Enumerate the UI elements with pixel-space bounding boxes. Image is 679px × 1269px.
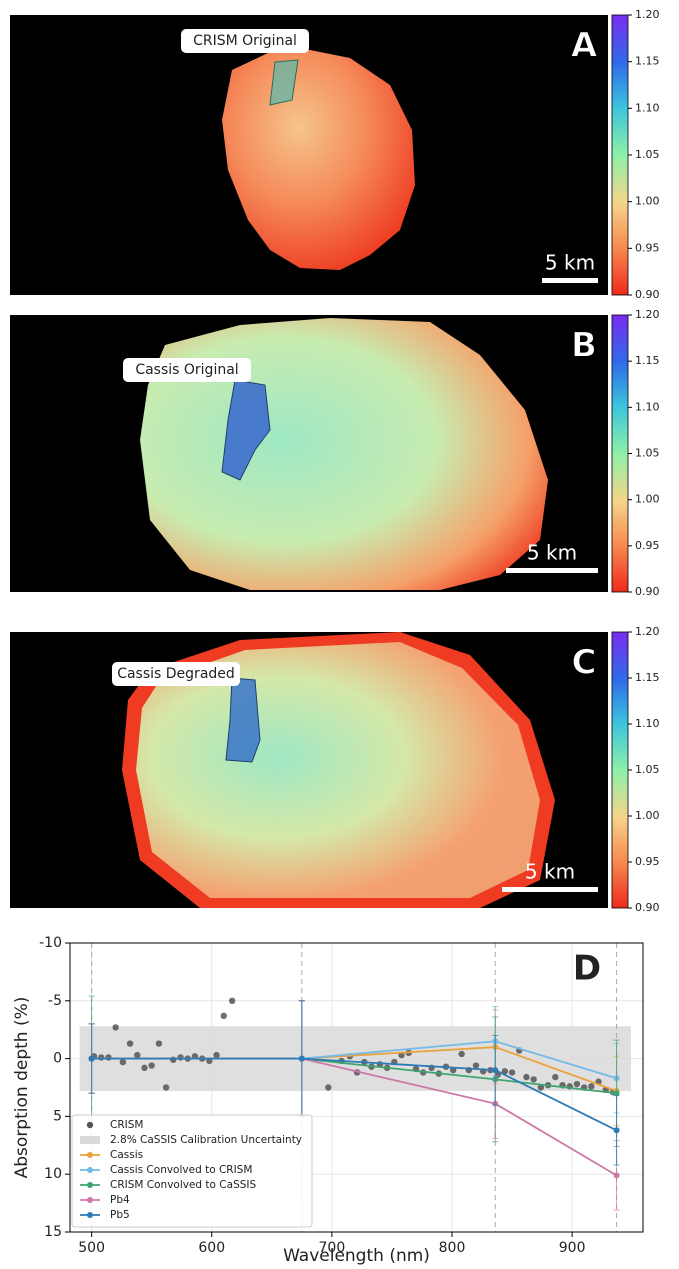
crism-point bbox=[325, 1084, 331, 1090]
colorbar-tick-label: 1.05 bbox=[635, 447, 660, 460]
legend-marker bbox=[87, 1182, 93, 1188]
scale-bar bbox=[542, 278, 598, 283]
crism-point bbox=[98, 1054, 104, 1060]
crism-point bbox=[163, 1084, 169, 1090]
crism-point bbox=[120, 1059, 126, 1065]
panel-letter: A bbox=[571, 26, 598, 66]
series-point bbox=[614, 1172, 620, 1178]
crism-point bbox=[213, 1052, 219, 1058]
crism-point bbox=[473, 1062, 479, 1068]
legend-label: CRISM bbox=[110, 1119, 143, 1131]
panel-letter: C bbox=[572, 643, 597, 683]
legend-label: Cassis bbox=[110, 1149, 143, 1161]
colorbar-tick-label: 1.10 bbox=[635, 101, 660, 114]
y-axis-label: Absorption depth (%) bbox=[12, 997, 32, 1179]
x-axis-label: Wavelength (nm) bbox=[283, 1246, 430, 1266]
panel-letter: B bbox=[571, 326, 597, 366]
colorbar-tick-label: 1.20 bbox=[635, 8, 660, 21]
colorbar-tick-label: 1.05 bbox=[635, 148, 660, 161]
crism-point bbox=[458, 1051, 464, 1057]
colorbar-tick-label: 1.15 bbox=[635, 671, 660, 684]
legend-label: CRISM Convolved to CaSSIS bbox=[110, 1179, 256, 1191]
crism-point bbox=[509, 1069, 515, 1075]
colorbar-tick-label: 1.00 bbox=[635, 493, 660, 506]
x-tick-label: 900 bbox=[559, 1240, 586, 1256]
legend-label: 2.8% CaSSIS Calibration Uncertainty bbox=[110, 1134, 302, 1146]
colorbar bbox=[612, 315, 628, 592]
crism-point bbox=[134, 1052, 140, 1058]
colorbar-tick-label: 1.00 bbox=[635, 809, 660, 822]
panel-label: CRISM Original bbox=[193, 33, 297, 49]
y-tick-label: 10 bbox=[44, 1166, 62, 1182]
crism-point bbox=[141, 1065, 147, 1071]
colorbar-tick-label: 0.90 bbox=[635, 288, 660, 301]
crism-point bbox=[552, 1074, 558, 1080]
legend-label: Cassis Convolved to CRISM bbox=[110, 1164, 252, 1176]
crism-point bbox=[229, 998, 235, 1004]
legend-marker bbox=[87, 1167, 93, 1173]
colorbar-tick-label: 0.95 bbox=[635, 539, 660, 552]
colorbar-tick-label: 1.00 bbox=[635, 195, 660, 208]
scale-bar-label: 5 km bbox=[545, 251, 595, 275]
colorbar-tick-label: 0.95 bbox=[635, 241, 660, 254]
colorbar-tick-label: 0.95 bbox=[635, 855, 660, 868]
crism-point bbox=[177, 1054, 183, 1060]
image-panels bbox=[10, 15, 608, 908]
crism-point bbox=[112, 1024, 118, 1030]
colorbar-tick-label: 1.10 bbox=[635, 717, 660, 730]
colorbar-tick-label: 0.90 bbox=[635, 901, 660, 914]
crism-point bbox=[127, 1040, 133, 1046]
colorbar-tick-label: 0.90 bbox=[635, 585, 660, 598]
y-tick-label: -10 bbox=[39, 935, 62, 951]
series-point bbox=[89, 1056, 95, 1062]
colorbar-tick-label: 1.10 bbox=[635, 400, 660, 413]
legend-marker bbox=[80, 1136, 100, 1144]
y-tick-label: 0 bbox=[53, 1051, 62, 1067]
crism-point bbox=[588, 1083, 594, 1089]
colorbar-tick-label: 1.15 bbox=[635, 55, 660, 68]
x-tick-label: 800 bbox=[439, 1240, 466, 1256]
legend-label: Pb5 bbox=[110, 1209, 130, 1221]
y-tick-label: -5 bbox=[48, 993, 62, 1009]
scale-bar-label: 5 km bbox=[527, 541, 577, 565]
scale-bar-label: 5 km bbox=[525, 860, 575, 884]
panel-label: Cassis Original bbox=[135, 362, 238, 378]
scale-bar bbox=[502, 887, 598, 892]
series-point bbox=[492, 1067, 498, 1073]
colorbar-tick-label: 1.20 bbox=[635, 308, 660, 321]
crism-point bbox=[105, 1054, 111, 1060]
panel-label: Cassis Degraded bbox=[117, 666, 235, 682]
colorbar bbox=[612, 15, 628, 295]
legend-marker bbox=[87, 1212, 93, 1218]
panel-letter: D bbox=[573, 949, 601, 989]
crism-point bbox=[148, 1062, 154, 1068]
colorbar-tick-label: 1.15 bbox=[635, 354, 660, 367]
legend-marker bbox=[87, 1197, 93, 1203]
y-tick-label: 5 bbox=[53, 1108, 62, 1124]
crism-point bbox=[170, 1057, 176, 1063]
roi-c bbox=[226, 678, 260, 762]
x-tick-label: 600 bbox=[198, 1240, 225, 1256]
colorbar-tick-label: 1.05 bbox=[635, 763, 660, 776]
colorbar bbox=[612, 632, 628, 908]
legend-marker bbox=[87, 1122, 93, 1128]
crism-point bbox=[156, 1040, 162, 1046]
crism-point bbox=[530, 1076, 536, 1082]
legend-label: Pb4 bbox=[110, 1194, 130, 1206]
x-tick-label: 500 bbox=[78, 1240, 105, 1256]
y-tick-label: 15 bbox=[44, 1224, 62, 1240]
series-point bbox=[614, 1127, 620, 1133]
figure: CRISM Original A 5 km 1.20 1.15 1.10 1.05 1.00 0… bbox=[0, 0, 679, 1269]
crism-point bbox=[221, 1013, 227, 1019]
colorbar-tick-label: 1.20 bbox=[635, 625, 660, 638]
scale-bar bbox=[506, 568, 598, 573]
crism-point bbox=[574, 1081, 580, 1087]
legend-marker bbox=[87, 1152, 93, 1158]
crism-point bbox=[523, 1074, 529, 1080]
series-point bbox=[299, 1056, 305, 1062]
